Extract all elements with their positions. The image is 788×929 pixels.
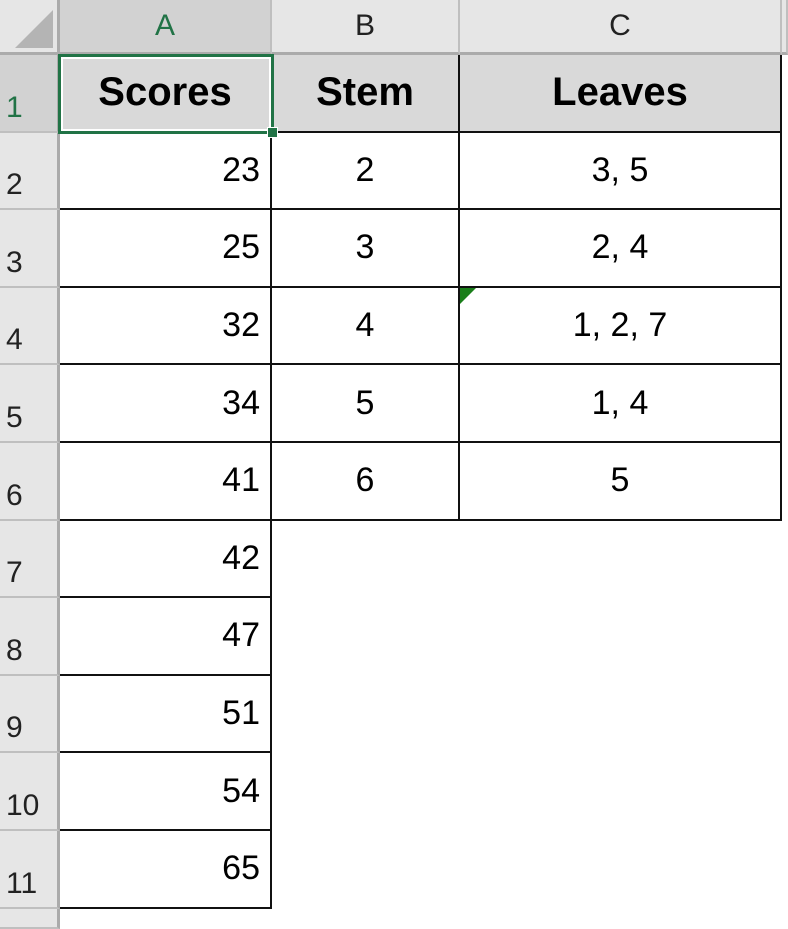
- row-header-11[interactable]: 11: [0, 831, 60, 909]
- cell-A10[interactable]: 54: [60, 753, 272, 831]
- cell-B3[interactable]: 3: [272, 210, 460, 288]
- cell-C4[interactable]: 1, 2, 7: [460, 287, 782, 366]
- row-header-8[interactable]: 8: [0, 598, 60, 676]
- column-header-B[interactable]: B: [272, 0, 460, 55]
- row-header-3[interactable]: 3: [0, 210, 60, 288]
- cell-A5[interactable]: 34: [60, 365, 272, 443]
- fill-handle[interactable]: [267, 126, 278, 138]
- cell-B5[interactable]: 5: [272, 365, 460, 443]
- cell-A4[interactable]: 32: [60, 287, 272, 366]
- cell-C5[interactable]: 1, 4: [460, 365, 782, 443]
- row-header-1[interactable]: 1: [0, 55, 60, 133]
- cell-B1[interactable]: Stem: [272, 55, 460, 133]
- cell-A8[interactable]: 47: [60, 598, 272, 676]
- cell-C6[interactable]: 5: [460, 443, 782, 521]
- column-header-C[interactable]: C: [460, 0, 782, 55]
- select-all-button[interactable]: [0, 0, 60, 55]
- row-header-4[interactable]: 4: [0, 287, 60, 366]
- cell-C3[interactable]: 2, 4: [460, 210, 782, 288]
- row-header-9[interactable]: 9: [0, 675, 60, 754]
- cell-A7[interactable]: 42: [60, 520, 272, 599]
- cell-A1[interactable]: Scores: [60, 55, 272, 133]
- row-header-6[interactable]: 6: [0, 443, 60, 521]
- cell-B2[interactable]: 2: [272, 132, 460, 211]
- row-header-10[interactable]: 10: [0, 753, 60, 831]
- error-indicator-icon[interactable]: [460, 287, 476, 304]
- cell-A11[interactable]: 65: [60, 831, 272, 909]
- select-all-triangle-icon: [15, 10, 53, 48]
- cell-A6[interactable]: 41: [60, 443, 272, 521]
- cell-C1[interactable]: Leaves: [460, 55, 782, 133]
- row-header-12[interactable]: [0, 908, 60, 929]
- cell-B6[interactable]: 6: [272, 443, 460, 521]
- cell-B4[interactable]: 4: [272, 287, 460, 366]
- row-header-7[interactable]: 7: [0, 520, 60, 599]
- row-header-5[interactable]: 5: [0, 365, 60, 443]
- cell-C2[interactable]: 3, 5: [460, 132, 782, 211]
- cell-A3[interactable]: 25: [60, 210, 272, 288]
- row-header-2[interactable]: 2: [0, 132, 60, 211]
- column-header-empty: [782, 0, 788, 55]
- column-header-A[interactable]: A: [60, 0, 272, 55]
- cell-A9[interactable]: 51: [60, 675, 272, 754]
- cell-A2[interactable]: 23: [60, 132, 272, 211]
